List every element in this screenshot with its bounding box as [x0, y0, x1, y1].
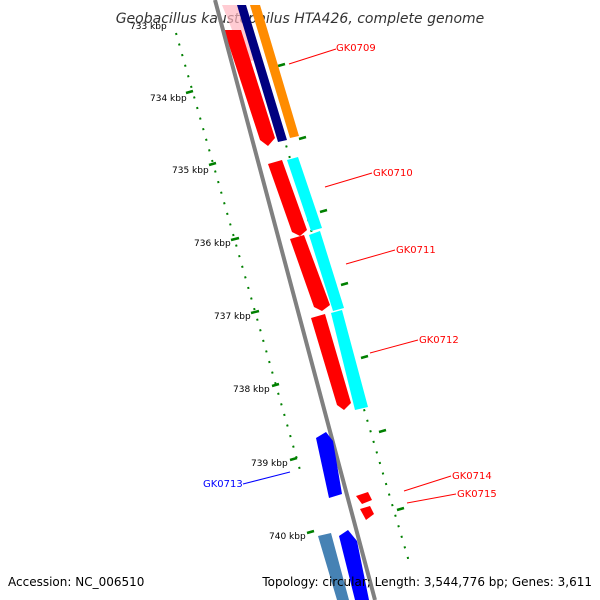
tick-mark [271, 382, 280, 388]
cds-arrow-gk0712[interactable] [311, 314, 351, 410]
gene-label-gk0711[interactable]: GK0711 [396, 245, 436, 256]
gene-arrow-navy[interactable] [237, 5, 287, 142]
connector-gk0709 [288, 48, 337, 65]
gene-labels: GK0709 GK0710 GK0711 GK0712 GK0713 GK071… [203, 43, 497, 500]
feature-cyan[interactable] [287, 157, 322, 231]
tick-mark [340, 281, 349, 287]
tick-mark [277, 62, 286, 68]
connector-gk0711 [345, 249, 396, 265]
accession-text: Accession: NC_006510 [8, 575, 144, 589]
tick-label: 735 kbp [172, 166, 209, 176]
tick-mark [306, 529, 315, 535]
tick-label: 733 kbp [130, 22, 167, 32]
connector-gk0714 [403, 475, 452, 492]
gene-label-gk0715[interactable]: GK0715 [457, 489, 497, 500]
topology-text: Topology: circular; Length: 3,544,776 bp… [261, 575, 592, 589]
gene-arrow-gk0713[interactable] [316, 432, 342, 498]
tick-mark [378, 428, 387, 434]
feature-steel[interactable] [318, 533, 349, 600]
gene-label-gk0710[interactable]: GK0710 [373, 168, 413, 179]
tick-label: 736 kbp [194, 239, 231, 249]
tick-label: 739 kbp [251, 459, 288, 469]
connector-gk0712 [369, 339, 419, 354]
tick-mark [396, 506, 405, 512]
gene-label-gk0709[interactable]: GK0709 [336, 43, 376, 54]
gene-label-gk0713[interactable]: GK0713 [203, 479, 243, 490]
feature-cyan[interactable] [331, 310, 368, 410]
gene-label-gk0714[interactable]: GK0714 [452, 471, 492, 482]
cds-arrow-gk0709[interactable] [224, 30, 275, 146]
tick-mark [289, 456, 298, 462]
cds-arrow-gk0714[interactable] [356, 492, 372, 504]
cds-track [224, 30, 351, 410]
feature-orange[interactable] [250, 5, 299, 138]
cds-arrow-gk0715[interactable] [360, 506, 374, 520]
connector-gk0710 [324, 172, 373, 188]
sequence-backbone [213, 0, 377, 600]
tick-mark [250, 309, 260, 315]
connector-gk0713 [242, 471, 291, 485]
tick-label: 737 kbp [214, 312, 251, 322]
tick-label: 734 kbp [150, 94, 187, 104]
connector-gk0715 [406, 493, 457, 504]
label-connectors [242, 48, 457, 504]
tick-label: 738 kbp [233, 385, 270, 395]
map-title: Geobacillus kaustophilus HTA426, complet… [116, 11, 485, 27]
ruler-ticks [185, 62, 405, 535]
tick-mark [185, 89, 194, 95]
tick-labels: 733 kbp 734 kbp 735 kbp 736 kbp 737 kbp … [130, 22, 306, 542]
tick-mark [230, 236, 240, 242]
tick-mark [360, 354, 369, 360]
gene-arrow-blue[interactable] [339, 530, 369, 600]
tick-mark [208, 161, 217, 167]
cds-arrow-gk0711[interactable] [290, 235, 330, 311]
gene-label-gk0712[interactable]: GK0712 [419, 335, 459, 346]
tick-mark [298, 135, 307, 141]
cds-arrow-gk0710[interactable] [268, 160, 307, 236]
feature-cyan[interactable] [309, 231, 344, 311]
tick-mark [319, 208, 328, 214]
tick-label: 740 kbp [269, 532, 306, 542]
